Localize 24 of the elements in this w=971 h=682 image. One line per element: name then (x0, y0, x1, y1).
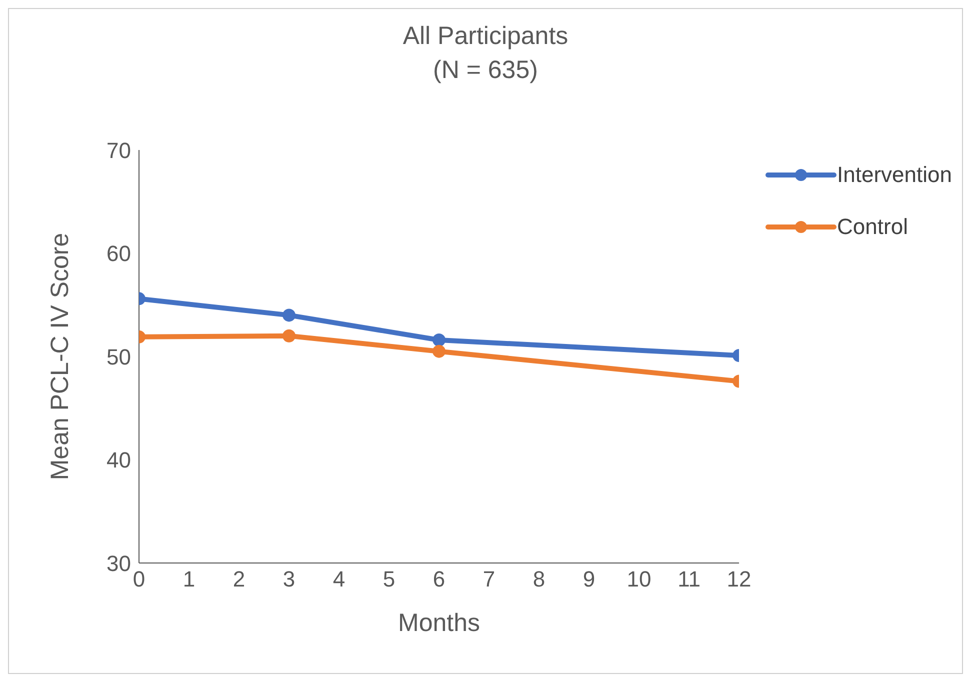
y-tick-label: 40 (106, 448, 131, 473)
x-tick-label: 12 (726, 566, 752, 592)
x-tick-label: 3 (282, 566, 296, 592)
y-tick-label: 70 (106, 138, 131, 163)
legend-label: Control (837, 214, 908, 240)
y-axis-title: Mean PCL-C IV Score (46, 232, 74, 480)
x-tick-label: 11 (678, 566, 700, 592)
x-tick-label: 6 (432, 566, 446, 592)
x-tick-label: 2 (232, 566, 246, 592)
y-tick-label: 60 (106, 241, 131, 266)
y-tick-label: 50 (106, 344, 131, 370)
y-tick-label: 30 (106, 550, 131, 576)
x-tick-label: 4 (332, 566, 346, 592)
x-axis-title: Months (398, 609, 480, 637)
x-tick-label: 1 (182, 566, 196, 592)
legend-label: Intervention (837, 162, 952, 188)
x-tick-label: 5 (382, 566, 396, 592)
x-tick-label: 0 (132, 566, 146, 592)
x-tick-label: 7 (482, 566, 496, 592)
chart-subtitle: (N = 635) (432, 55, 539, 86)
chart-title: All Participants (402, 21, 570, 52)
x-tick-label: 9 (582, 566, 596, 592)
x-tick-label: 8 (532, 566, 546, 592)
x-tick-label: 10 (626, 566, 652, 592)
